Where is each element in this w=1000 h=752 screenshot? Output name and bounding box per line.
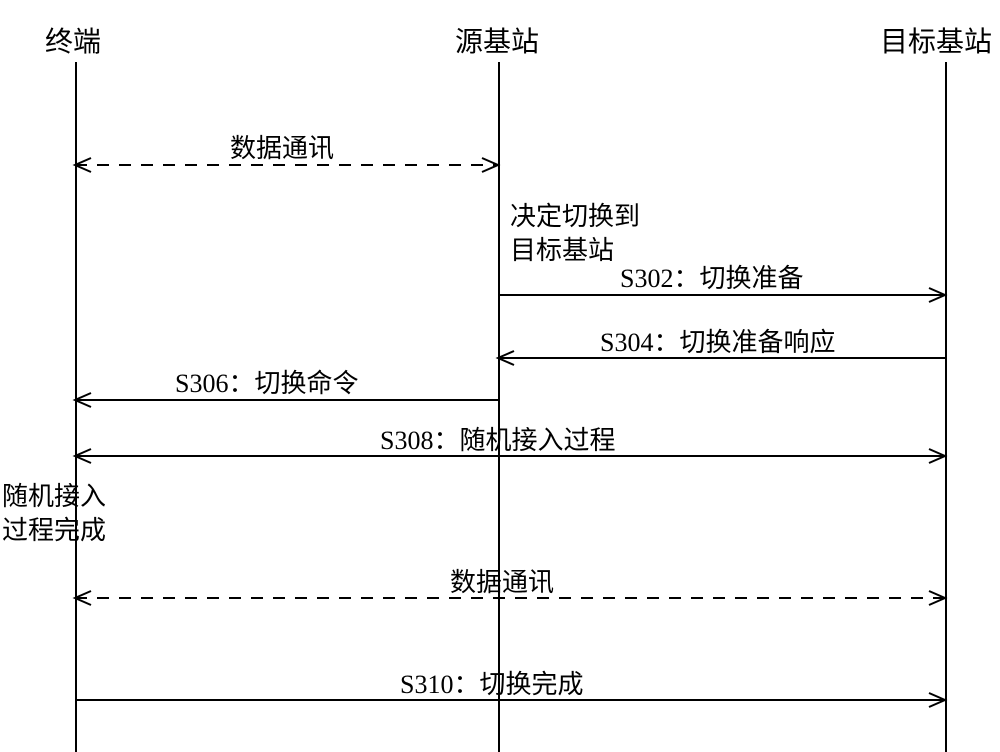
sequence-diagram: 终端 源基站 目标基站 数据通讯 S302：切换准备 S304：切换准备响应 S…: [0, 0, 1000, 752]
msg-s302-label: S302：切换准备: [620, 258, 803, 295]
msg-data-comm-2-label: 数据通讯: [450, 562, 554, 599]
note-line: 决定切换到: [510, 202, 640, 231]
note-line: 过程完成: [2, 516, 106, 545]
note-line: 随机接入: [2, 482, 106, 511]
msg-s310-label: S310：切换完成: [400, 664, 583, 701]
msg-s304-label: S304：切换准备响应: [600, 322, 835, 359]
lifeline-source-bs: [498, 62, 500, 752]
msg-s308-label: S308：随机接入过程: [380, 420, 615, 457]
note-decide-handover: 决定切换到 目标基站: [510, 200, 640, 268]
lifeline-target-bs: [945, 62, 947, 752]
actor-terminal-label: 终端: [45, 20, 101, 60]
actor-target-bs-label: 目标基站: [880, 20, 992, 60]
arrows-layer: [0, 0, 1000, 752]
msg-s306-label: S306：切换命令: [175, 363, 358, 400]
lifeline-terminal: [75, 62, 77, 752]
msg-data-comm-1-label: 数据通讯: [230, 128, 334, 165]
note-line: 目标基站: [510, 236, 614, 265]
note-random-access-done: 随机接入 过程完成: [2, 480, 106, 548]
actor-source-bs-label: 源基站: [455, 20, 539, 60]
